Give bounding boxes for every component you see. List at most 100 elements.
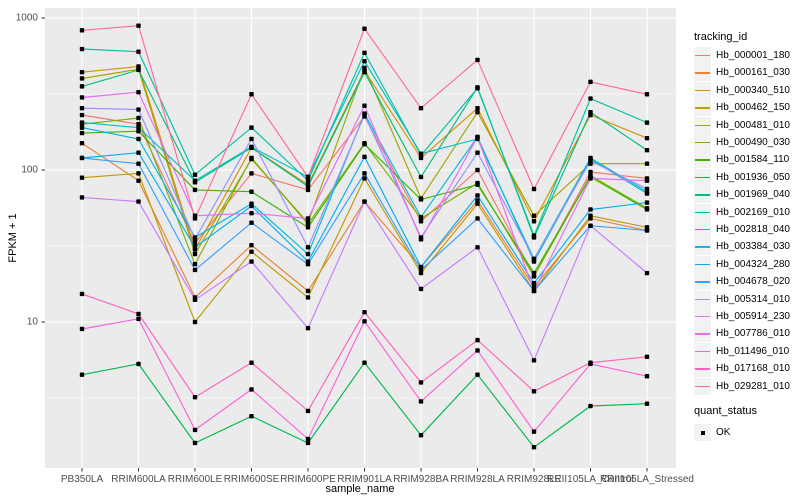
x-tick-label: RRIM901LA [337, 474, 392, 485]
legend-entry-label: Hb_002818_040 [716, 224, 790, 235]
legend-title-tracking-id: tracking_id [694, 31, 748, 43]
data-point [644, 354, 650, 360]
data-point [249, 155, 254, 161]
data-point [79, 106, 85, 111]
data-point [588, 96, 593, 101]
data-point [588, 213, 593, 218]
data-point [249, 136, 254, 142]
data-point [136, 67, 141, 73]
data-point [644, 147, 650, 153]
data-point [588, 223, 593, 228]
legend-key-box [694, 81, 711, 99]
data-point [249, 414, 254, 419]
data-point [418, 151, 424, 156]
legend-entry-label: Hb_011496_010 [716, 345, 790, 357]
data-point [192, 297, 198, 302]
data-point [192, 245, 198, 250]
data-point [475, 372, 480, 377]
data-point [362, 26, 367, 31]
data-point [475, 106, 480, 111]
legend-key-box [694, 308, 711, 325]
legend-entry-label: Hb_000462_150 [716, 102, 790, 114]
data-point [136, 150, 141, 155]
legend-key-box [694, 47, 711, 64]
data-point [305, 436, 311, 442]
data-point [305, 326, 311, 331]
legend-entry: Hb_004324_280 [694, 255, 790, 273]
legend-entry-label: Hb_000490_030 [716, 137, 790, 148]
series-color-line-icon [695, 281, 710, 283]
data-point [305, 251, 311, 257]
data-point [531, 270, 537, 276]
data-point [136, 178, 141, 183]
data-point [531, 280, 537, 286]
x-tick-label: RRIM600LA [111, 474, 166, 485]
series-color-line-icon [695, 159, 710, 161]
data-point [136, 107, 141, 112]
data-point [475, 348, 480, 353]
data-point [362, 360, 367, 365]
data-point [418, 237, 424, 242]
ok-key-box [694, 424, 711, 441]
data-point [418, 380, 424, 385]
data-point [362, 103, 367, 108]
data-point [249, 259, 254, 264]
data-point [362, 50, 367, 56]
data-point [475, 57, 480, 63]
data-point [305, 216, 311, 221]
data-point [475, 193, 480, 198]
data-point [79, 130, 85, 136]
legend-entry: Hb_001936_050 [694, 168, 790, 186]
data-point [305, 440, 311, 446]
legend-entry: Hb_005314_010 [694, 290, 790, 308]
legend-entry-label: Hb_003384_030 [716, 241, 790, 253]
data-point [136, 23, 141, 28]
data-point [192, 216, 198, 221]
legend-entry-label: Hb_029281_010 [716, 380, 790, 392]
x-tick-label: RRIM928BA [393, 474, 449, 485]
legend-key-box [694, 64, 711, 82]
data-point [588, 176, 593, 181]
data-point [644, 401, 650, 406]
legend-entry: Hb_007786_010 [694, 325, 790, 343]
data-point [136, 125, 141, 130]
data-point [531, 389, 537, 394]
data-point [418, 174, 424, 180]
series-color-line-icon [695, 89, 710, 92]
legend-key-box [694, 255, 711, 273]
data-point [644, 92, 650, 97]
data-point [136, 316, 141, 321]
data-point [79, 372, 85, 377]
legend-entry-label: Hb_000001_180 [716, 50, 790, 61]
legend-entry-label: OK [716, 427, 731, 438]
data-point [79, 175, 85, 180]
x-axis-title: sample_name [325, 483, 395, 495]
legend-entry-label: Hb_001969_040 [716, 189, 790, 201]
series-color-line-icon [695, 194, 710, 196]
series-color-line-icon [695, 72, 710, 74]
data-point [305, 288, 311, 294]
data-point [79, 291, 85, 297]
data-point [305, 295, 311, 300]
x-tick-label: RRII105LA_Stressed [600, 474, 694, 485]
legend-entry-label: Hb_004324_280 [716, 258, 790, 270]
series-color-line-icon [695, 55, 710, 57]
data-point [192, 427, 198, 433]
legend-key-box [694, 134, 711, 151]
data-point [644, 270, 650, 276]
data-point [475, 134, 480, 140]
data-point [362, 112, 367, 118]
legend-entry-ok: OK [694, 424, 730, 441]
legend-entry-label: Hb_017168_010 [716, 363, 790, 375]
legend-key-box [694, 186, 711, 204]
data-point [362, 141, 367, 147]
data-point [418, 432, 424, 438]
data-point [644, 178, 650, 183]
legend-entry: Hb_000481_010 [694, 116, 790, 134]
data-point [192, 178, 198, 183]
data-point [136, 115, 141, 121]
data-point [531, 358, 537, 363]
data-point [136, 199, 141, 204]
data-point [249, 203, 254, 209]
data-point [136, 136, 141, 142]
